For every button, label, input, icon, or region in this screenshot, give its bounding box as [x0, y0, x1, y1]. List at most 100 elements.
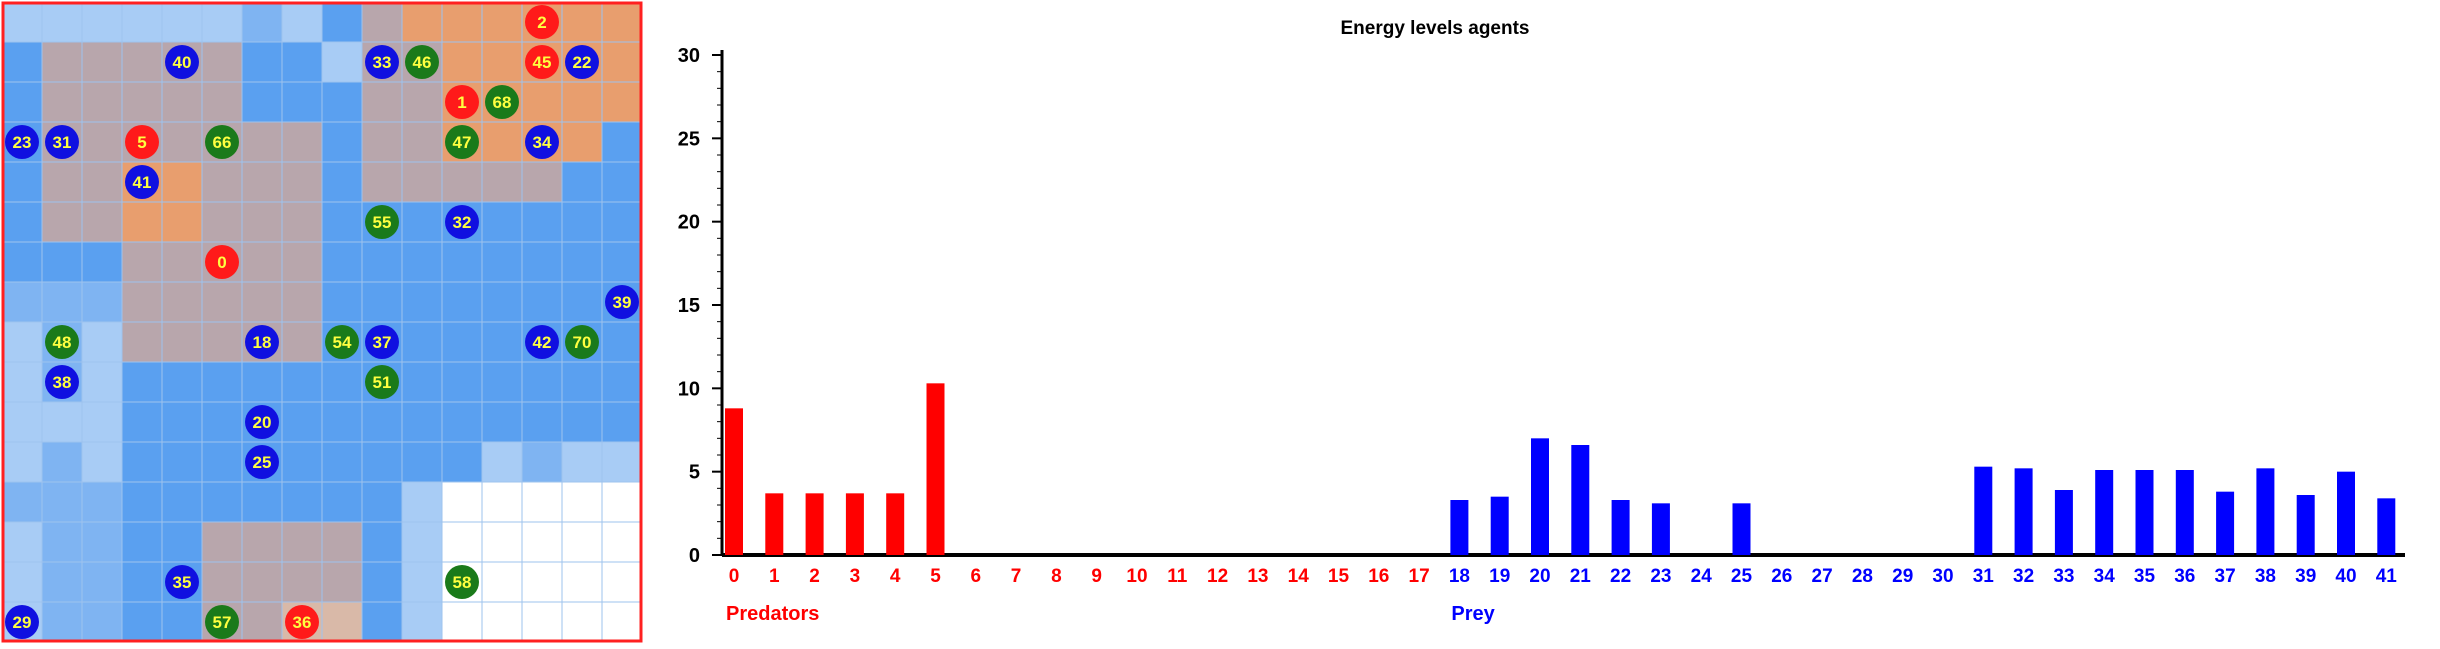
x-tick-label: 17 [1409, 566, 1430, 587]
x-tick-label: 7 [1011, 566, 1022, 587]
grid-cell [401, 401, 443, 443]
plant-agent-label: 55 [373, 213, 392, 232]
grid-cell [481, 41, 523, 83]
grid-cell [441, 41, 483, 83]
plant-agent-label: 47 [453, 133, 472, 152]
y-tick-label: 25 [678, 128, 700, 150]
prey-agent [245, 405, 279, 439]
bar-agent-18 [1450, 500, 1469, 555]
grid-cell [81, 481, 123, 523]
bar-agent-22 [1611, 500, 1630, 555]
bar-agent-40 [2337, 471, 2355, 555]
plant-agent [205, 605, 239, 639]
grid-cell [161, 281, 203, 323]
plant-agent-label: 51 [373, 373, 392, 392]
grid-cell [401, 481, 443, 523]
x-tick-label: 10 [1126, 566, 1147, 587]
grid-cell [561, 201, 603, 243]
grid-cell [361, 561, 403, 603]
grid-cell [321, 81, 363, 123]
prey-agent [365, 325, 399, 359]
grid-cell [121, 41, 163, 83]
grid-cell [401, 201, 443, 243]
grid-cell [481, 201, 523, 243]
bar-agent-2 [805, 493, 824, 555]
prey-agent [605, 285, 639, 319]
bar-agent-21 [1571, 445, 1590, 555]
grid-cell [321, 161, 363, 203]
bar-agent-3 [845, 493, 864, 555]
grid-cell [201, 41, 243, 83]
prey-agent-label: 33 [373, 53, 392, 72]
grid-cell [361, 121, 403, 163]
grid-cell [601, 401, 643, 443]
grid-cell [121, 441, 163, 483]
x-tick-label: 34 [2094, 566, 2116, 587]
x-tick-label: 20 [1529, 566, 1550, 587]
plant-agent [405, 45, 439, 79]
grid-cell [601, 161, 643, 203]
grid-cell [161, 1, 203, 43]
prey-agent-label: 41 [133, 173, 152, 192]
grid-cell [481, 121, 523, 163]
grid-cell [241, 601, 283, 643]
grid-cell [81, 401, 123, 443]
plant-agent [325, 325, 359, 359]
bar-agent-0 [725, 408, 743, 555]
grid-cell [41, 601, 83, 643]
grid-cell [561, 601, 603, 643]
prey-agent-label: 29 [13, 613, 32, 632]
grid-cell [521, 241, 563, 283]
grid-cell [41, 41, 83, 83]
bar-agent-33 [2054, 490, 2073, 555]
grid-cell [41, 241, 83, 283]
grid-cell [481, 521, 523, 563]
grid-cell [201, 161, 243, 203]
grid-cell [201, 201, 243, 243]
prey-agent-label: 35 [173, 573, 192, 592]
grid-cell [281, 321, 323, 363]
grid-cell [481, 321, 523, 363]
grid-cell [281, 161, 323, 203]
grid-cell [521, 361, 563, 403]
plant-agent-label: 54 [333, 333, 352, 352]
x-tick-label: 12 [1207, 566, 1228, 587]
grid-cell [201, 521, 243, 563]
x-tick-label: 3 [850, 566, 861, 587]
grid-cell [161, 481, 203, 523]
grid-cell [481, 1, 523, 43]
grid-cell [441, 1, 483, 43]
grid-cell [161, 161, 203, 203]
predator-agent-label: 2 [537, 13, 546, 32]
grid-cell [601, 41, 643, 83]
grid-cell [361, 441, 403, 483]
grid-cell [481, 441, 523, 483]
bar-agent-36 [2175, 470, 2194, 555]
grid-cell [41, 201, 83, 243]
grid-cell [41, 161, 83, 203]
x-tick-label: 14 [1288, 566, 1310, 587]
grid-cell [441, 321, 483, 363]
grid-cell [601, 521, 643, 563]
x-tick-label: 27 [1812, 566, 1833, 587]
group-label-prey: Prey [1451, 603, 1495, 625]
grid-cell [561, 281, 603, 323]
grid-cell [121, 281, 163, 323]
bar-agent-34 [2095, 470, 2114, 555]
grid-cell [41, 401, 83, 443]
bar-agent-20 [1531, 438, 1549, 555]
plant-agent-label: 46 [413, 53, 432, 72]
y-tick-label: 20 [678, 212, 700, 234]
grid-cell [1, 81, 43, 123]
grid-cell [401, 441, 443, 483]
grid-cell [201, 561, 243, 603]
grid-cell [1, 161, 43, 203]
grid-cell [281, 401, 323, 443]
grid-cell [401, 561, 443, 603]
grid-cell [1, 321, 43, 363]
grid-cell [441, 601, 483, 643]
plant-agent [485, 85, 519, 119]
grid-cell [241, 41, 283, 83]
grid-cell [201, 441, 243, 483]
predator-agent [205, 245, 239, 279]
